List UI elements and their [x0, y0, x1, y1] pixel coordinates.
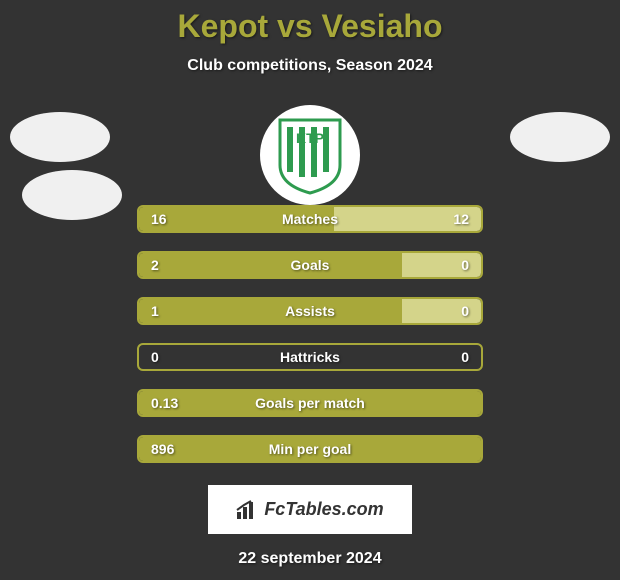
stat-row: 1 0 Assists [137, 297, 483, 325]
ktp-shield-icon: KTP [275, 115, 345, 195]
stat-value-right: 0 [461, 349, 469, 365]
chart-icon [236, 500, 260, 520]
stat-row: 896 Min per goal [137, 435, 483, 463]
stat-row: 0 0 Hattricks [137, 343, 483, 371]
stat-fill-right [402, 299, 481, 323]
stat-label: Hattricks [280, 349, 340, 365]
stat-label: Goals per match [255, 395, 365, 411]
stat-value-right: 0 [461, 257, 469, 273]
stat-row: 0.13 Goals per match [137, 389, 483, 417]
stat-value-left: 1 [151, 303, 159, 319]
stat-value-left: 896 [151, 441, 174, 457]
page-title: Kepot vs Vesiaho [178, 8, 443, 45]
team-logo-right-1 [510, 112, 610, 162]
stat-fill-left [139, 253, 402, 277]
subtitle: Club competitions, Season 2024 [187, 57, 432, 75]
date-label: 22 september 2024 [238, 550, 381, 568]
team-logo-right-2: KTP [260, 105, 360, 205]
svg-text:KTP: KTP [296, 130, 324, 146]
stat-row: 16 12 Matches [137, 205, 483, 233]
stat-label: Goals [291, 257, 330, 273]
stat-fill-right [402, 253, 481, 277]
stat-label: Matches [282, 211, 338, 227]
stat-value-left: 16 [151, 211, 167, 227]
stat-row: 2 0 Goals [137, 251, 483, 279]
team-logo-left-1 [10, 112, 110, 162]
stat-label: Assists [285, 303, 335, 319]
footer-text: FcTables.com [264, 499, 383, 520]
stat-value-right: 0 [461, 303, 469, 319]
stat-value-left: 0.13 [151, 395, 178, 411]
stats-container: 16 12 Matches 2 0 Goals 1 0 Assists 0 0 Hattricks 0.… [137, 205, 483, 463]
stat-value-right: 12 [453, 211, 469, 227]
main-container: Kepot vs Vesiaho Club competitions, Seas… [0, 0, 620, 580]
stat-value-left: 0 [151, 349, 159, 365]
stat-fill-left [139, 299, 402, 323]
stat-label: Min per goal [269, 441, 351, 457]
stat-value-left: 2 [151, 257, 159, 273]
footer-badge[interactable]: FcTables.com [208, 485, 411, 534]
team-logo-left-2 [22, 170, 122, 220]
